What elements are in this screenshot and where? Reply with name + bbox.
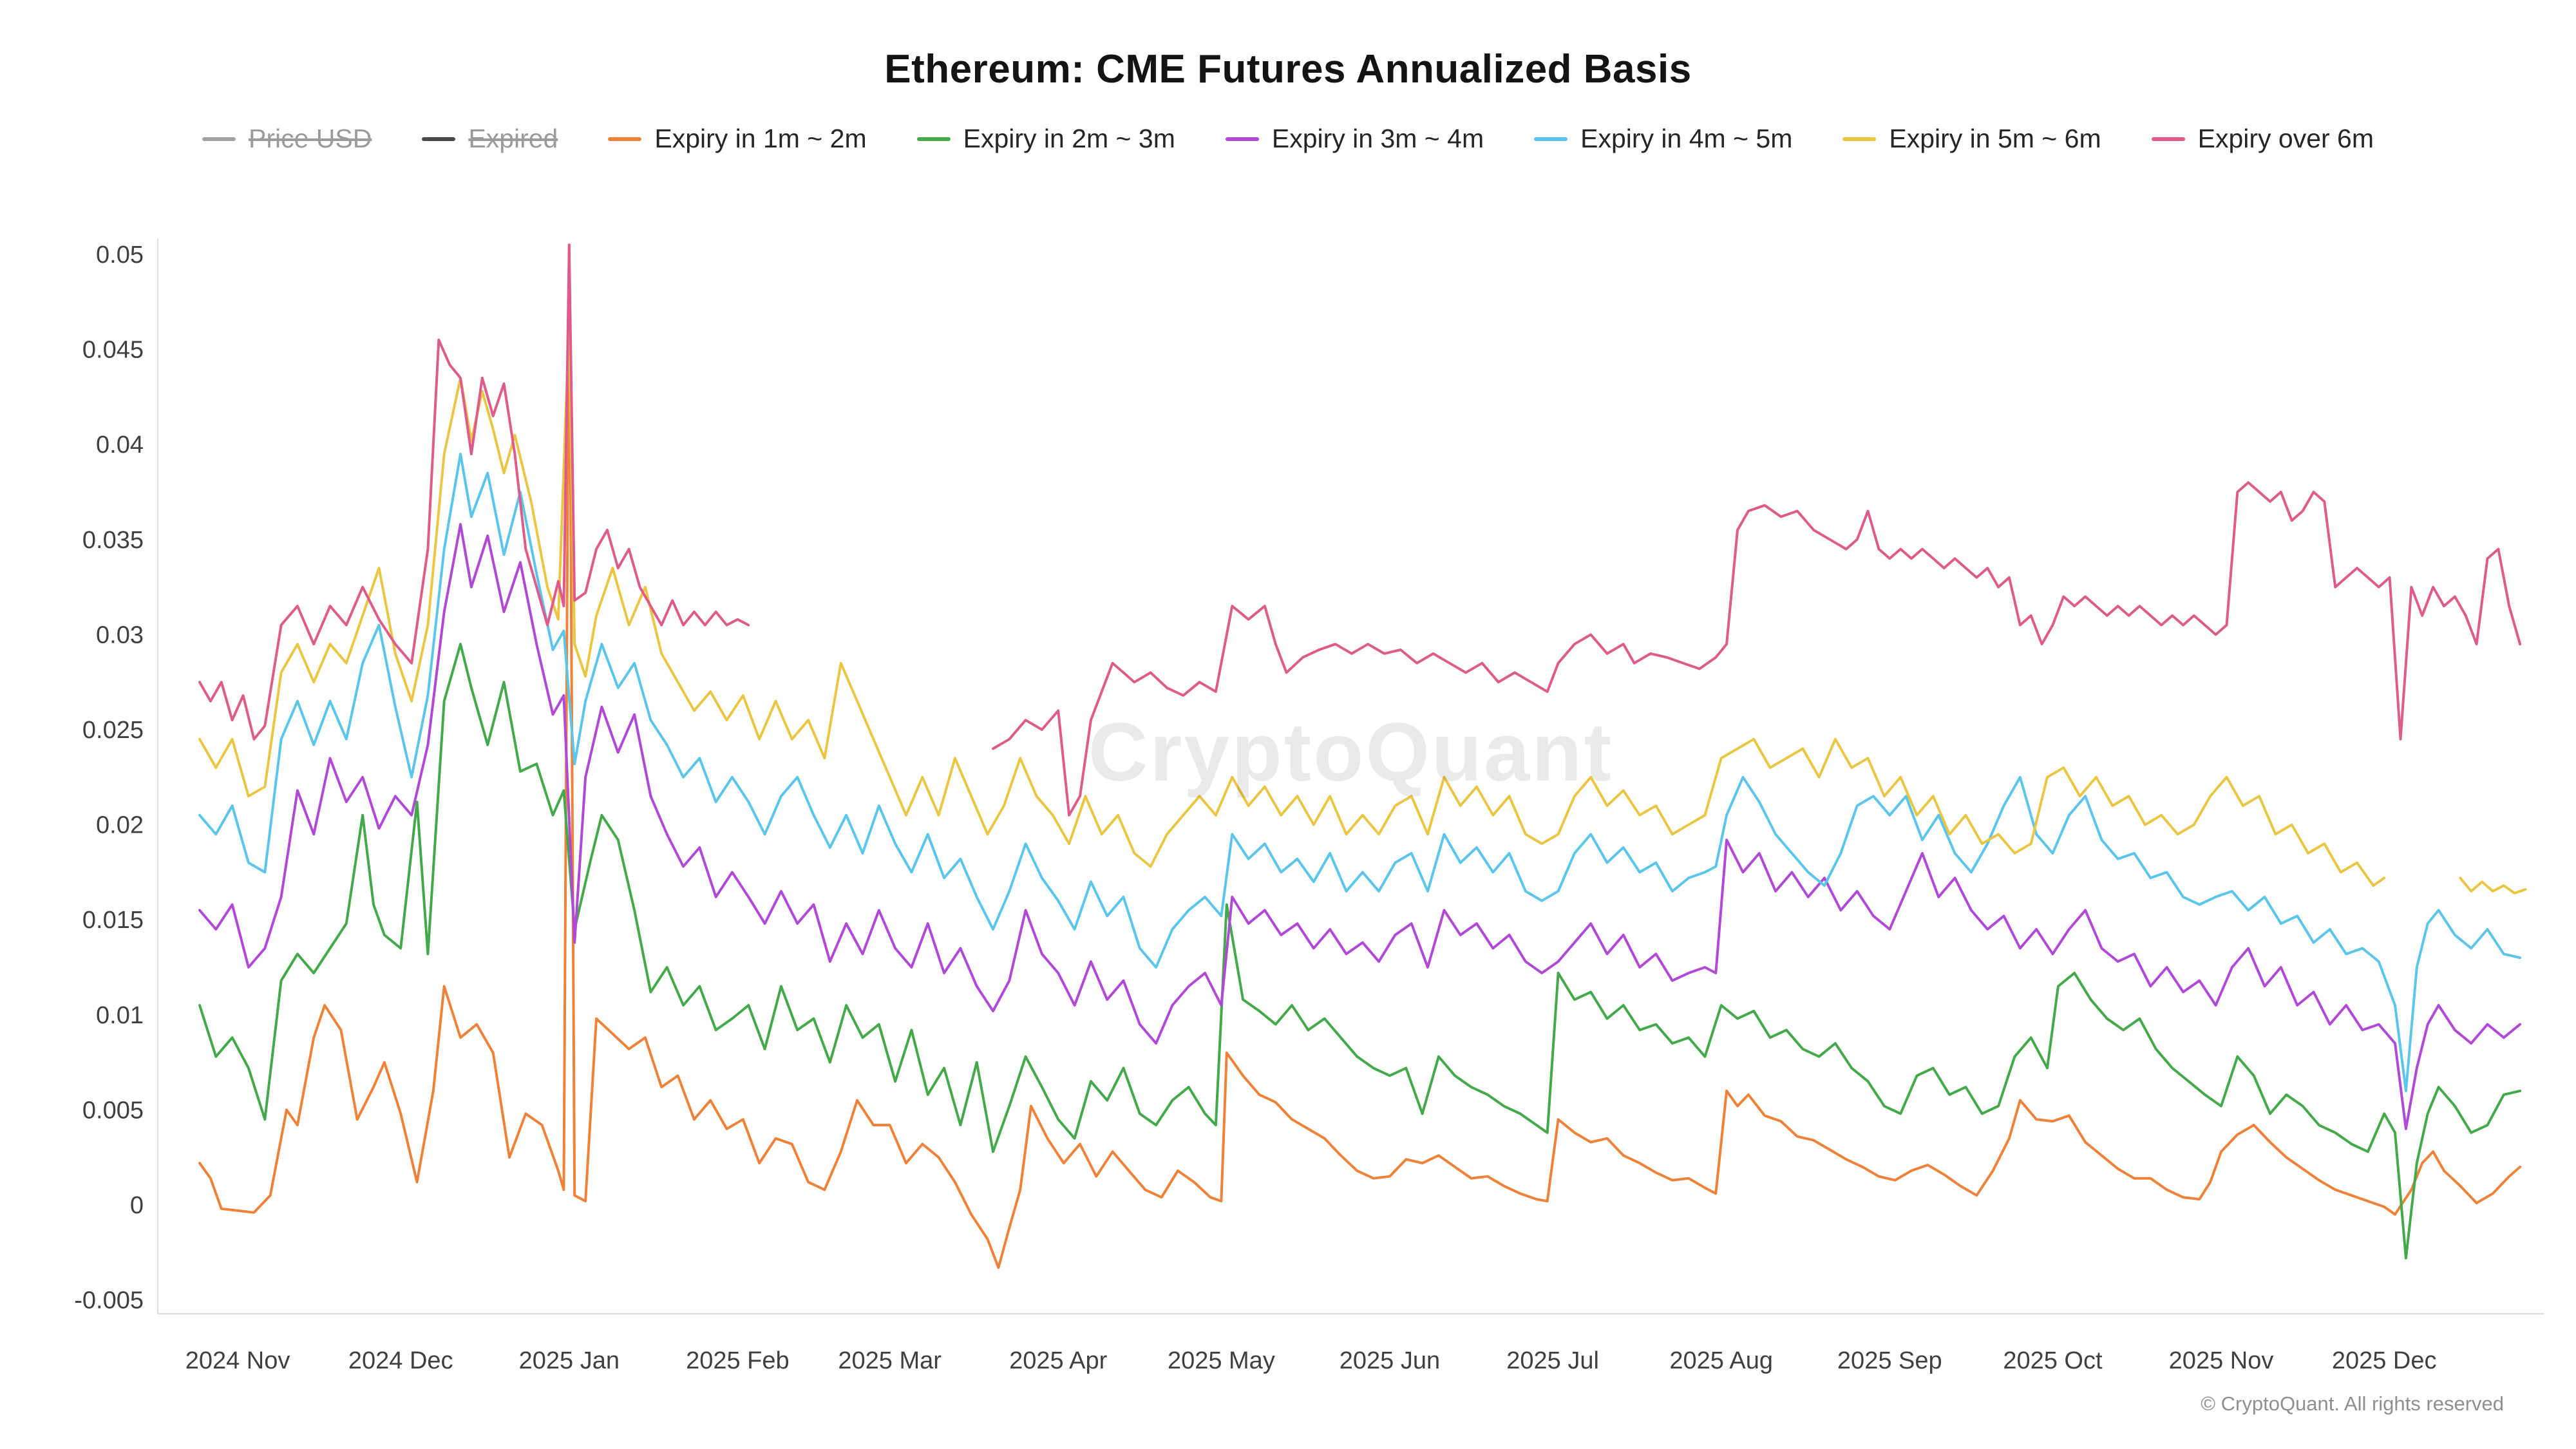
x-axis-label: 2025 Jan <box>519 1347 620 1374</box>
legend-item-expiry-in-1m-2m[interactable]: Expiry in 1m ~ 2m <box>608 124 867 154</box>
y-axis-label: 0.01 <box>96 1002 144 1029</box>
x-axis-label: 2025 Nov <box>2169 1347 2274 1374</box>
y-axis-label: 0.045 <box>82 337 144 364</box>
x-axis-label: 2024 Nov <box>185 1347 290 1374</box>
legend-line-icon <box>1225 137 1259 141</box>
y-axis-label: 0.02 <box>96 812 144 839</box>
y-axis-label: 0 <box>130 1192 144 1219</box>
legend-item-price-usd[interactable]: Price USD <box>202 124 372 154</box>
legend-item-expiry-over-6m[interactable]: Expiry over 6m <box>2151 124 2374 154</box>
x-axis-label: 2025 Jun <box>1340 1347 1440 1374</box>
legend-line-icon <box>1842 137 1877 141</box>
x-axis-label: 2025 Oct <box>2003 1347 2103 1374</box>
legend-label: Expiry in 4m ~ 5m <box>1580 124 1793 153</box>
x-axis-label: 2025 Apr <box>1009 1347 1107 1374</box>
legend: Price USD Expired Expiry in 1m ~ 2m Expiry … <box>0 124 2576 154</box>
legend-item-expired[interactable]: Expired <box>422 124 558 154</box>
series-line-expiry-in-4m-5m <box>198 453 2522 1092</box>
x-axis-label: 2025 Jul <box>1506 1347 1599 1374</box>
series-line-expiry-over-6m <box>198 243 750 741</box>
legend-label: Expiry in 3m ~ 4m <box>1271 124 1484 153</box>
x-axis-label: 2024 Dec <box>348 1347 453 1374</box>
legend-label: Expiry in 2m ~ 3m <box>963 124 1175 153</box>
chart-title: Ethereum: CME Futures Annualized Basis <box>884 47 1692 91</box>
legend-item-expiry-in-3m-4m[interactable]: Expiry in 3m ~ 4m <box>1225 124 1484 154</box>
series-line-expiry-in-1m-2m <box>198 243 2522 1269</box>
x-axis-label: 2025 Mar <box>838 1347 942 1374</box>
y-axis-label: 0.04 <box>96 431 144 459</box>
x-axis-label: 2025 Aug <box>1669 1347 1773 1374</box>
y-axis-label: 0.025 <box>82 717 144 744</box>
legend-line-icon <box>916 137 951 141</box>
y-axis-label: 0.015 <box>82 907 144 934</box>
series-line-expiry-in-2m-3m <box>198 643 2522 1260</box>
y-axis-label: -0.005 <box>74 1287 144 1314</box>
series-line-expiry-in-5m-6m <box>2459 876 2527 895</box>
x-axis-label: 2025 Sep <box>1837 1347 1942 1374</box>
x-axis-label: 2025 Dec <box>2332 1347 2437 1374</box>
legend-label: Expiry in 5m ~ 6m <box>1889 124 2101 153</box>
copyright: © CryptoQuant. All rights reserved <box>2201 1392 2504 1415</box>
legend-label: Expired <box>468 124 558 153</box>
series-line-expiry-in-5m-6m <box>198 319 2386 887</box>
y-axis-label: 0.035 <box>82 527 144 554</box>
series-line-expiry-in-3m-4m <box>198 523 2522 1130</box>
y-axis-label: 0.03 <box>96 621 144 649</box>
legend-item-expiry-in-4m-5m[interactable]: Expiry in 4m ~ 5m <box>1534 124 1792 154</box>
legend-label: Expiry over 6m <box>2197 124 2374 153</box>
legend-item-expiry-in-5m-6m[interactable]: Expiry in 5m ~ 6m <box>1842 124 2101 154</box>
series-line-expiry-over-6m <box>992 481 2522 817</box>
x-axis-label: 2025 May <box>1168 1347 1275 1374</box>
legend-line-icon <box>1534 137 1568 141</box>
x-axis-label: 2025 Feb <box>686 1347 790 1374</box>
legend-line-icon <box>202 137 236 141</box>
y-axis-label: 0.05 <box>96 242 144 269</box>
legend-item-expiry-in-2m-3m[interactable]: Expiry in 2m ~ 3m <box>916 124 1175 154</box>
legend-label: Price USD <box>248 124 372 153</box>
legend-line-icon <box>2151 137 2185 141</box>
legend-label: Expiry in 1m ~ 2m <box>654 124 867 153</box>
legend-line-icon <box>422 137 456 141</box>
y-axis-label: 0.005 <box>82 1097 144 1124</box>
legend-line-icon <box>608 137 642 141</box>
